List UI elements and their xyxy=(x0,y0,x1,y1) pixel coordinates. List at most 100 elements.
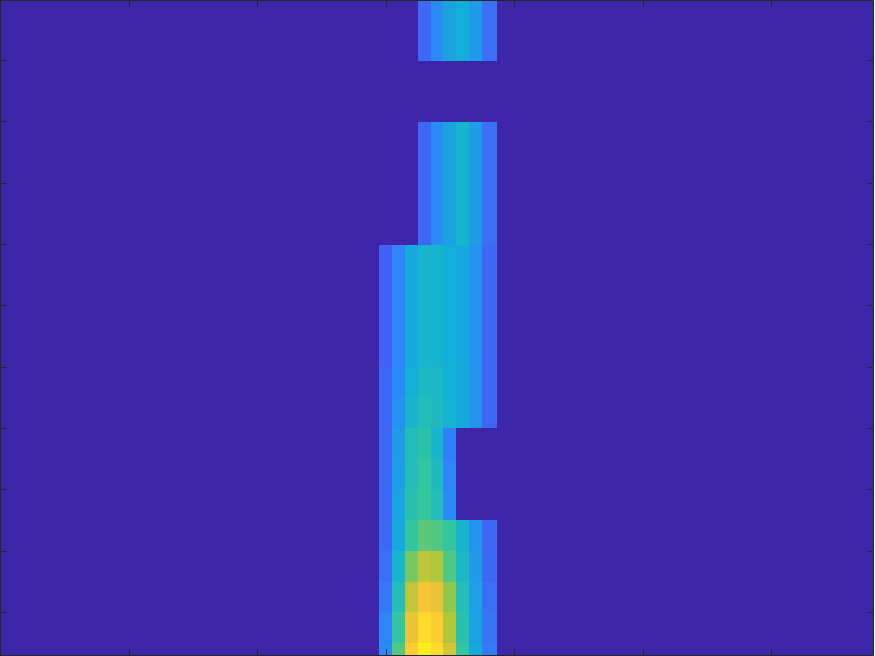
heatmap-cell xyxy=(405,581,418,612)
heatmap-cell xyxy=(482,0,498,30)
heatmap-cell xyxy=(469,428,482,459)
heatmap-cell xyxy=(405,336,418,367)
heatmap-cell xyxy=(497,152,874,183)
heatmap-cell xyxy=(392,121,405,152)
heatmap-cell xyxy=(456,520,469,551)
heatmap-cell xyxy=(497,213,874,244)
heatmap-cell xyxy=(456,152,469,183)
heatmap-cell xyxy=(469,551,482,582)
heatmap-cell xyxy=(392,152,405,183)
heatmap-cell xyxy=(379,29,392,60)
heatmap-cell xyxy=(443,29,456,60)
heatmap-cell xyxy=(405,520,418,551)
heatmap-cell xyxy=(405,244,418,275)
heatmap-cell xyxy=(0,183,380,214)
heatmap-cell xyxy=(443,183,456,214)
heatmap-cell xyxy=(443,336,456,367)
heatmap-cell xyxy=(443,643,456,656)
heatmap-cell xyxy=(443,213,456,244)
heatmap-cell xyxy=(482,428,498,459)
heatmap-cell xyxy=(482,91,498,122)
heatmap-cell xyxy=(469,29,482,60)
heatmap-cell xyxy=(431,581,444,612)
x-tick xyxy=(386,649,387,656)
heatmap-cell xyxy=(443,489,456,520)
heatmap-cell xyxy=(405,213,418,244)
heatmap-cell xyxy=(405,29,418,60)
heatmap-cell xyxy=(392,520,405,551)
heatmap-cell xyxy=(392,551,405,582)
heatmap-cell xyxy=(431,612,444,643)
heatmap-cell xyxy=(0,520,380,551)
heatmap-cell xyxy=(379,152,392,183)
heatmap-cell xyxy=(443,91,456,122)
heatmap-cell xyxy=(497,367,874,398)
heatmap-cell xyxy=(456,0,469,30)
heatmap-cell xyxy=(469,244,482,275)
y-tick xyxy=(0,428,7,429)
heatmap-cell xyxy=(431,428,444,459)
heatmap-cell xyxy=(379,367,392,398)
heatmap-cell xyxy=(497,581,874,612)
heatmap-cell xyxy=(379,581,392,612)
x-tick xyxy=(257,649,258,656)
heatmap-cell xyxy=(405,551,418,582)
heatmap-cell xyxy=(392,305,405,336)
y-tick-right xyxy=(867,60,874,61)
heatmap-cell xyxy=(0,305,380,336)
heatmap-cell xyxy=(482,336,498,367)
heatmap-cell xyxy=(405,275,418,306)
heatmap-cell xyxy=(497,121,874,152)
heatmap-cell xyxy=(431,152,444,183)
heatmap-cell xyxy=(443,428,456,459)
heatmap-cell xyxy=(497,612,874,643)
heatmap-cell xyxy=(482,29,498,60)
heatmap-cell xyxy=(418,489,431,520)
x-tick-top xyxy=(257,0,258,7)
y-tick xyxy=(0,489,7,490)
chart-container xyxy=(0,0,875,656)
heatmap-cell xyxy=(482,60,498,91)
heatmap-cell xyxy=(418,612,431,643)
heatmap-cell xyxy=(379,459,392,490)
heatmap-cell xyxy=(497,60,874,91)
heatmap-cell xyxy=(0,29,380,60)
heatmap-cell xyxy=(405,91,418,122)
heatmap-cell xyxy=(431,0,444,30)
x-tick xyxy=(643,649,644,656)
heatmap-cell xyxy=(392,489,405,520)
heatmap-cell xyxy=(497,0,874,30)
heatmap-cell xyxy=(469,336,482,367)
y-tick-right xyxy=(867,612,874,613)
heatmap-cell xyxy=(443,121,456,152)
heatmap-cell xyxy=(482,213,498,244)
heatmap-cell xyxy=(405,60,418,91)
heatmap-cell xyxy=(405,305,418,336)
heatmap-cell xyxy=(418,213,431,244)
heatmap-cell xyxy=(456,612,469,643)
y-tick-right xyxy=(867,551,874,552)
heatmap-cell xyxy=(405,428,418,459)
heatmap-cell xyxy=(456,551,469,582)
heatmap-cell xyxy=(497,643,874,656)
heatmap-cell xyxy=(431,213,444,244)
heatmap-cell xyxy=(0,121,380,152)
heatmap-cell xyxy=(443,275,456,306)
y-tick xyxy=(0,367,7,368)
heatmap-cell xyxy=(456,428,469,459)
heatmap-cell xyxy=(379,643,392,656)
heatmap-cell xyxy=(482,121,498,152)
heatmap-cell xyxy=(431,305,444,336)
heatmap-cell xyxy=(0,336,380,367)
heatmap-cell xyxy=(443,152,456,183)
heatmap-cell xyxy=(392,336,405,367)
heatmap-cell xyxy=(482,152,498,183)
heatmap-cell xyxy=(418,244,431,275)
heatmap-cell xyxy=(418,428,431,459)
heatmap-cell xyxy=(456,336,469,367)
heatmap-cell xyxy=(418,183,431,214)
heatmap-cell xyxy=(469,612,482,643)
x-tick-top xyxy=(514,0,515,7)
y-tick-right xyxy=(867,367,874,368)
heatmap-cell xyxy=(0,0,380,30)
